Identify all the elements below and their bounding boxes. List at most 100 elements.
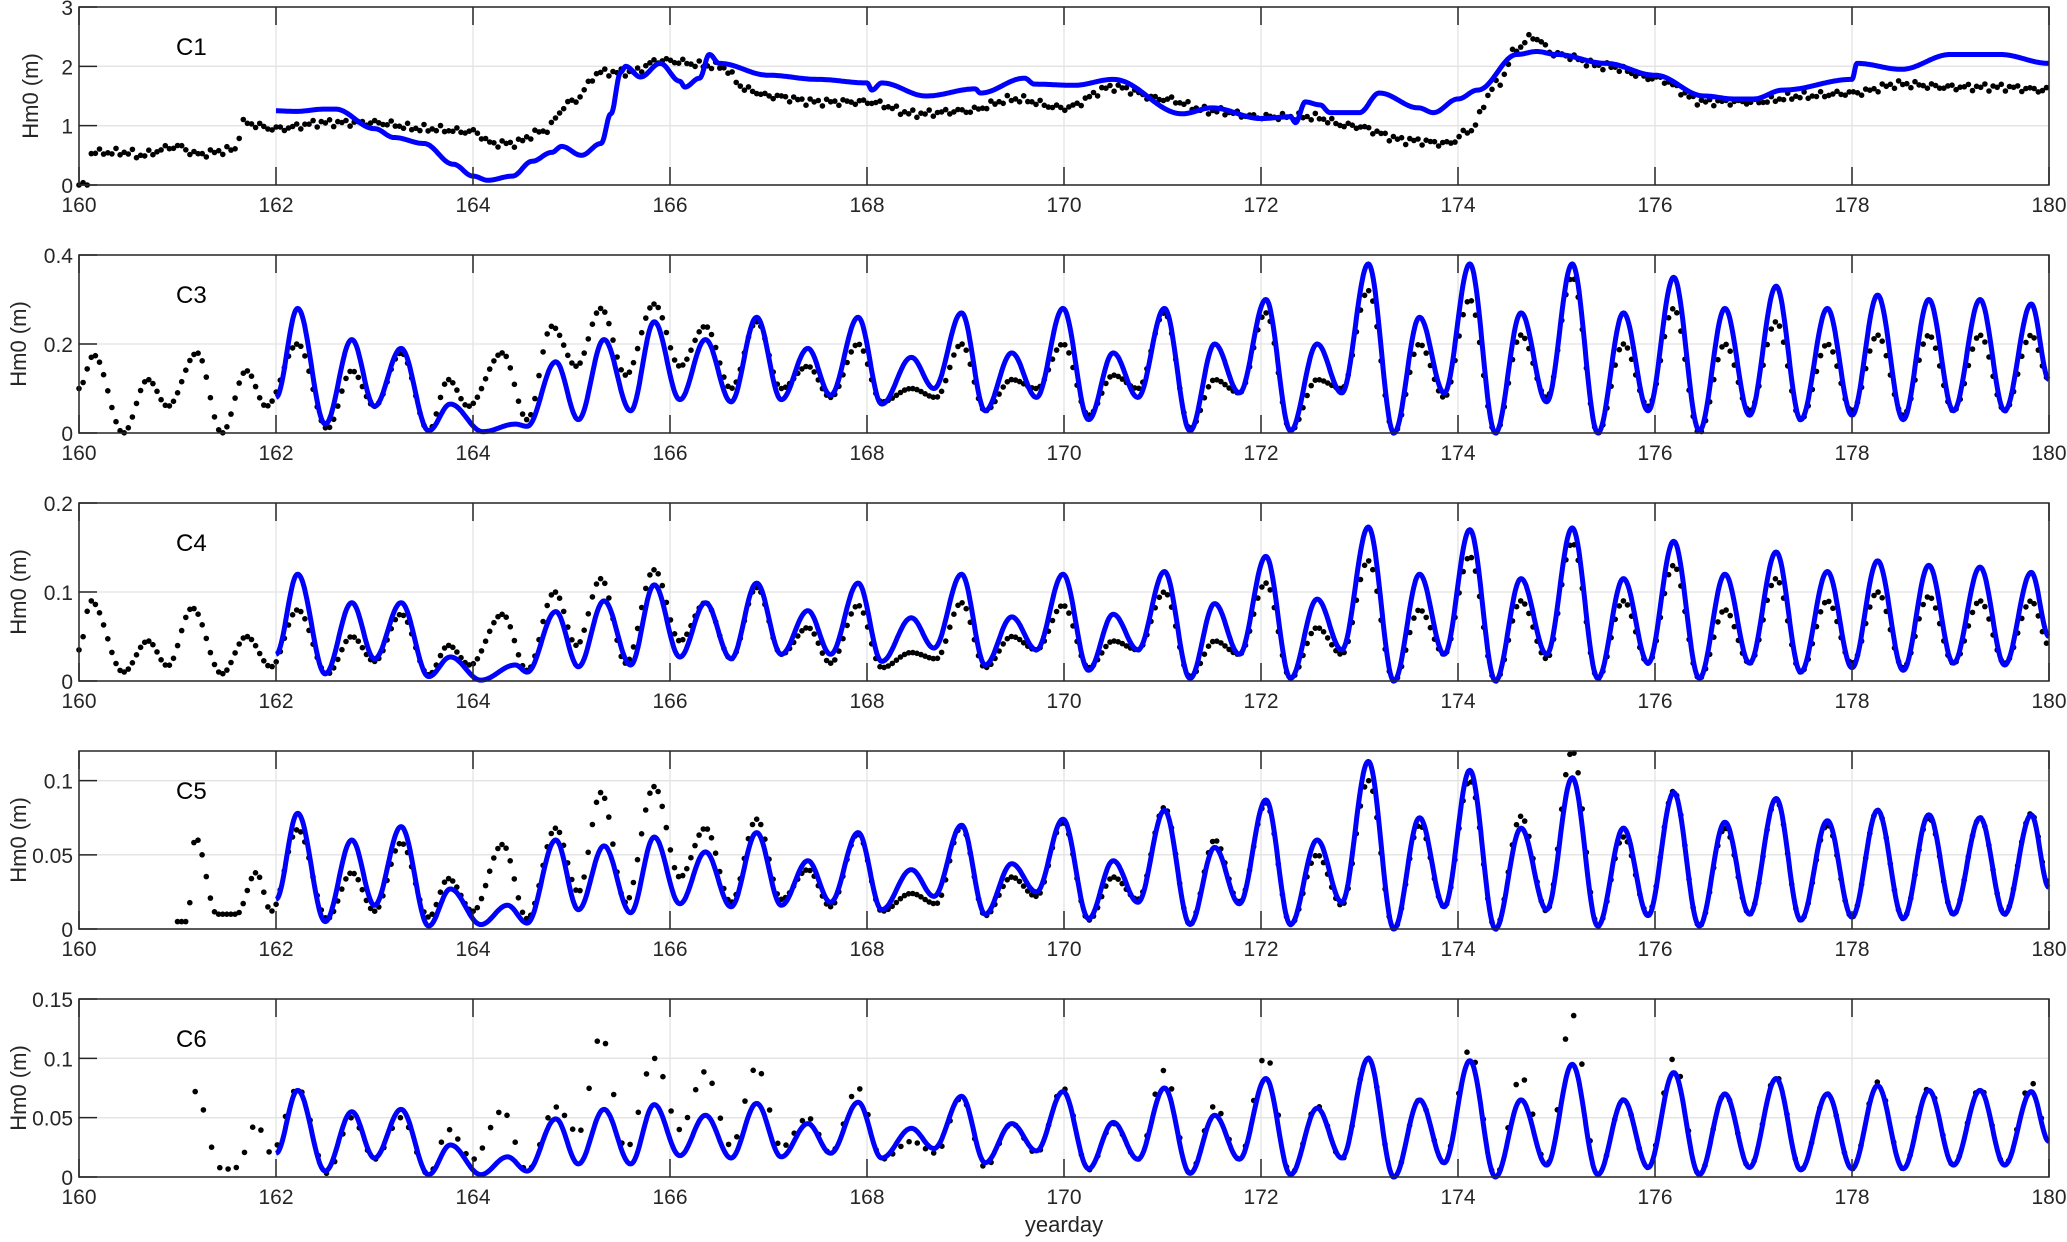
observed-point — [1517, 44, 1524, 50]
observed-point — [1998, 81, 2005, 88]
observed-point — [515, 895, 522, 901]
observed-point — [244, 120, 251, 127]
observed-point — [684, 1114, 691, 1121]
observed-point — [1521, 818, 1528, 824]
observed-point — [1472, 122, 1479, 128]
x-tick-label: 180 — [2031, 194, 2066, 217]
observed-point — [1620, 834, 1627, 840]
x-tick-label: 178 — [1834, 938, 1869, 961]
observed-point — [479, 1145, 486, 1151]
observed-point — [474, 656, 481, 662]
observed-point — [482, 376, 489, 382]
observed-point — [511, 876, 518, 882]
observed-point — [1949, 82, 1955, 88]
observed-point — [667, 345, 674, 351]
y-tick-label: 0.2 — [44, 493, 73, 516]
observed-point — [556, 110, 563, 116]
panel-label: C3 — [176, 282, 207, 309]
observed-point — [1324, 635, 1331, 641]
observed-point — [676, 1126, 683, 1133]
observed-point — [1526, 31, 1532, 38]
observed-point — [708, 331, 715, 338]
observed-point — [914, 891, 920, 898]
observed-point — [1727, 612, 1733, 619]
x-tick-label: 180 — [2031, 938, 2066, 961]
observed-point — [96, 146, 103, 152]
observed-point — [1809, 93, 1816, 99]
observed-point — [1669, 306, 1676, 312]
observed-point — [511, 381, 518, 388]
observed-point — [1669, 1056, 1675, 1063]
observed-point — [721, 65, 727, 71]
subplot-c1: 160 162 164 166 168 170 172 174 176 178 180 0 1 2 3 Hm0… — [18, 0, 2067, 217]
observed-point — [659, 315, 666, 321]
observed-point — [92, 150, 99, 157]
observed-point — [803, 625, 809, 631]
observed-point — [1094, 93, 1101, 99]
observed-point — [634, 345, 641, 352]
observed-point — [1867, 87, 1873, 93]
observed-point — [1875, 332, 1881, 339]
observed-point — [1107, 82, 1113, 89]
observed-point — [429, 911, 436, 917]
observed-point — [211, 414, 218, 420]
observed-point — [397, 1114, 404, 1121]
observed-point — [795, 96, 801, 103]
observed-point — [1891, 85, 1898, 92]
y-tick-label: 0 — [61, 1167, 73, 1190]
observed-point — [675, 60, 682, 66]
observed-point — [1969, 87, 1976, 94]
observed-point — [692, 1086, 699, 1093]
observed-point — [482, 638, 489, 644]
x-tick-label: 174 — [1440, 690, 1475, 713]
y-tick-label: 0.1 — [44, 582, 73, 605]
y-axis-label: Hm0 (m) — [6, 1045, 31, 1131]
observed-point — [503, 614, 510, 620]
observed-point — [1012, 875, 1019, 881]
observed-point — [1349, 122, 1356, 128]
observed-point — [569, 637, 575, 643]
observed-point — [1365, 558, 1372, 564]
observed-point — [963, 605, 969, 612]
observed-point — [1370, 566, 1376, 573]
observed-point — [885, 663, 891, 669]
observed-point — [536, 372, 542, 379]
observed-point — [852, 101, 859, 108]
x-tick-label: 160 — [61, 690, 96, 713]
observed-point — [1702, 99, 1709, 105]
observed-point — [1431, 138, 1438, 145]
y-tick-label: 0.05 — [32, 1108, 73, 1131]
observed-point — [548, 119, 555, 126]
observed-point — [1033, 893, 1039, 900]
observed-point — [1066, 610, 1072, 616]
observed-point — [581, 627, 587, 633]
observed-point — [1267, 587, 1273, 593]
observed-point — [815, 640, 822, 646]
observed-point — [450, 380, 456, 386]
observed-point — [573, 642, 579, 649]
observed-point — [671, 631, 678, 637]
observed-point — [252, 642, 259, 649]
observed-point — [914, 1140, 921, 1146]
observed-point — [1542, 655, 1549, 662]
observed-point — [302, 616, 308, 622]
observed-point — [421, 121, 427, 128]
observed-point — [1772, 98, 1779, 105]
observed-point — [573, 887, 579, 893]
observed-point — [158, 657, 164, 663]
observed-point — [585, 611, 592, 617]
observed-point — [1057, 342, 1064, 348]
model-line — [274, 758, 2051, 932]
observed-point — [1830, 349, 1836, 355]
observed-point — [207, 147, 214, 153]
observed-point — [339, 646, 345, 653]
y-tick-label: 0.1 — [44, 1048, 73, 1071]
observed-point — [2023, 604, 2029, 610]
observed-point — [1033, 101, 1039, 108]
observed-point — [454, 125, 460, 131]
observed-point — [1316, 853, 1323, 859]
observed-point — [232, 650, 238, 656]
observed-point — [1304, 113, 1310, 120]
observed-point — [1411, 615, 1417, 621]
observed-point — [1324, 380, 1331, 386]
